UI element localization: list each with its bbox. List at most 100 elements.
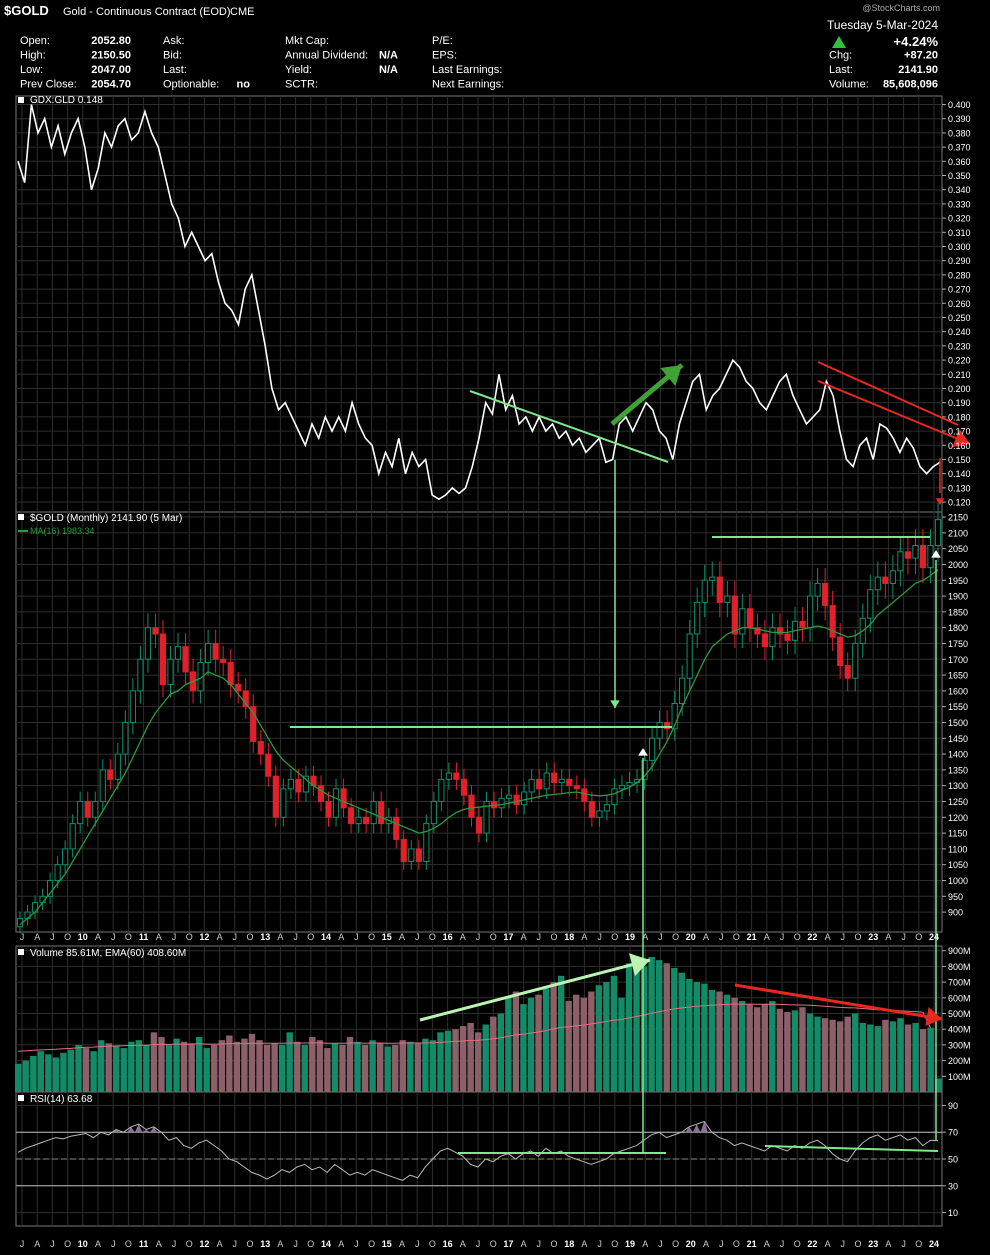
x-tick-label: A bbox=[34, 932, 40, 942]
x-tick-label: A bbox=[338, 1239, 344, 1249]
volume-bar bbox=[339, 1044, 346, 1092]
volume-bar bbox=[475, 1032, 482, 1092]
candle-up bbox=[867, 589, 874, 619]
volume-bar bbox=[671, 967, 678, 1092]
volume-bar bbox=[490, 1016, 497, 1092]
y-tick-label: 0.370 bbox=[948, 143, 971, 153]
x-tick-label: O bbox=[429, 1239, 436, 1249]
candle-up bbox=[739, 608, 746, 635]
axis-labels: J A J O 10 A J O 11 A J O 12 A J O 13 A J O 14 A J O 15 A J O 16 A J O 1… bbox=[20, 100, 971, 1249]
x-tick-label: A bbox=[642, 932, 648, 942]
candle-up bbox=[114, 753, 121, 780]
stat-value: N/A bbox=[379, 64, 398, 76]
candle-up bbox=[701, 579, 708, 603]
rsi-support-line-2 bbox=[764, 1145, 939, 1152]
legend-swatch bbox=[18, 1095, 24, 1101]
y-tick-label: 900 bbox=[948, 908, 963, 918]
stat-value: 2150.50 bbox=[91, 50, 131, 62]
x-tick-label: J bbox=[658, 1239, 663, 1249]
x-tick-label: O bbox=[611, 932, 618, 942]
volume-bar bbox=[414, 1043, 422, 1092]
volume-bar bbox=[746, 1004, 753, 1092]
volume-bar bbox=[731, 997, 738, 1092]
ratio-red-arrow-head bbox=[952, 429, 970, 448]
y-tick-label: 0.160 bbox=[948, 441, 971, 451]
candle-down bbox=[468, 794, 475, 818]
stat-label: Last Earnings: bbox=[432, 64, 502, 76]
y-tick-label: 300M bbox=[948, 1040, 971, 1050]
volume-bar bbox=[324, 1048, 331, 1092]
x-tick-label: 22 bbox=[807, 1239, 817, 1249]
y-tick-label: 10 bbox=[948, 1208, 958, 1218]
x-tick-label: J bbox=[658, 932, 663, 942]
y-tick-label: 0.270 bbox=[948, 285, 971, 295]
candle-up bbox=[543, 772, 550, 790]
change-pct: +4.24% bbox=[894, 34, 939, 49]
volume-bar bbox=[610, 975, 618, 1092]
volume-bar bbox=[882, 1019, 889, 1092]
volume-falling-arrow-head bbox=[925, 1007, 942, 1027]
y-tick-label: 700M bbox=[948, 978, 971, 988]
x-tick-label: J bbox=[293, 932, 298, 942]
y-tick-label: 0.150 bbox=[948, 455, 971, 465]
x-tick-label: A bbox=[95, 1239, 101, 1249]
volume-bar bbox=[467, 1022, 474, 1092]
x-tick-label: O bbox=[64, 932, 71, 942]
volume-bar bbox=[625, 963, 633, 1092]
y-tick-label: 1400 bbox=[948, 750, 968, 760]
x-tick-label: J bbox=[841, 1239, 846, 1249]
y-tick-label: 2050 bbox=[948, 544, 968, 554]
stat-label: P/E: bbox=[432, 35, 453, 47]
y-tick-label: 1600 bbox=[948, 686, 968, 696]
candle-down bbox=[513, 794, 520, 806]
candle-down bbox=[227, 661, 234, 686]
x-tick-label: 14 bbox=[321, 1239, 331, 1249]
candle-up bbox=[521, 791, 528, 806]
volume-bar bbox=[723, 994, 731, 1092]
volume-bar bbox=[97, 1040, 105, 1092]
x-tick-label: O bbox=[550, 932, 557, 942]
volume-bar bbox=[82, 1048, 90, 1092]
candle-up bbox=[302, 775, 310, 793]
volume-bar bbox=[286, 1032, 293, 1092]
y-tick-label: 1450 bbox=[948, 734, 968, 744]
y-tick-label: 1750 bbox=[948, 639, 968, 649]
y-tick-label: 0.210 bbox=[948, 370, 971, 380]
x-tick-label: J bbox=[780, 1239, 785, 1249]
x-tick-label: O bbox=[611, 1239, 618, 1249]
volume-bar bbox=[874, 1026, 882, 1092]
x-tick-label: O bbox=[550, 1239, 557, 1249]
y-tick-label: 0.200 bbox=[948, 384, 971, 394]
volume-bar bbox=[354, 1041, 361, 1092]
x-tick-label: J bbox=[841, 932, 846, 942]
symbol-description: Gold - Continuous Contract (EOD) bbox=[63, 6, 231, 18]
x-tick-label: 10 bbox=[78, 1239, 88, 1249]
x-tick-label: O bbox=[186, 932, 193, 942]
candle-up bbox=[69, 823, 76, 850]
x-tick-label: 10 bbox=[78, 932, 88, 942]
vertical-link-arrow-head bbox=[610, 700, 620, 708]
x-tick-label: O bbox=[672, 1239, 679, 1249]
volume-bar bbox=[776, 1008, 784, 1092]
candle-up bbox=[889, 570, 896, 584]
volume-bar bbox=[588, 991, 595, 1092]
x-tick-label: J bbox=[597, 1239, 602, 1249]
candle-up bbox=[129, 690, 136, 723]
volume-bar bbox=[633, 969, 640, 1092]
x-tick-label: J bbox=[20, 1239, 25, 1249]
x-tick-label: 23 bbox=[868, 1239, 878, 1249]
volume-bar bbox=[180, 1041, 188, 1092]
candle-up bbox=[671, 703, 678, 730]
x-tick-label: O bbox=[490, 1239, 497, 1249]
x-tick-label: A bbox=[703, 932, 709, 942]
x-tick-label: A bbox=[217, 1239, 223, 1249]
volume-bar bbox=[158, 1037, 165, 1092]
rsi-panel: RSI(14) 63.68 bbox=[16, 1094, 942, 1187]
candle-up bbox=[912, 544, 919, 559]
candle-up bbox=[62, 848, 69, 866]
volume-bar bbox=[459, 1026, 467, 1092]
volume-rising-arrow-head bbox=[629, 953, 650, 977]
volume-bar bbox=[233, 1041, 241, 1092]
volume-bar bbox=[716, 991, 723, 1092]
y-tick-label: 1700 bbox=[948, 655, 968, 665]
